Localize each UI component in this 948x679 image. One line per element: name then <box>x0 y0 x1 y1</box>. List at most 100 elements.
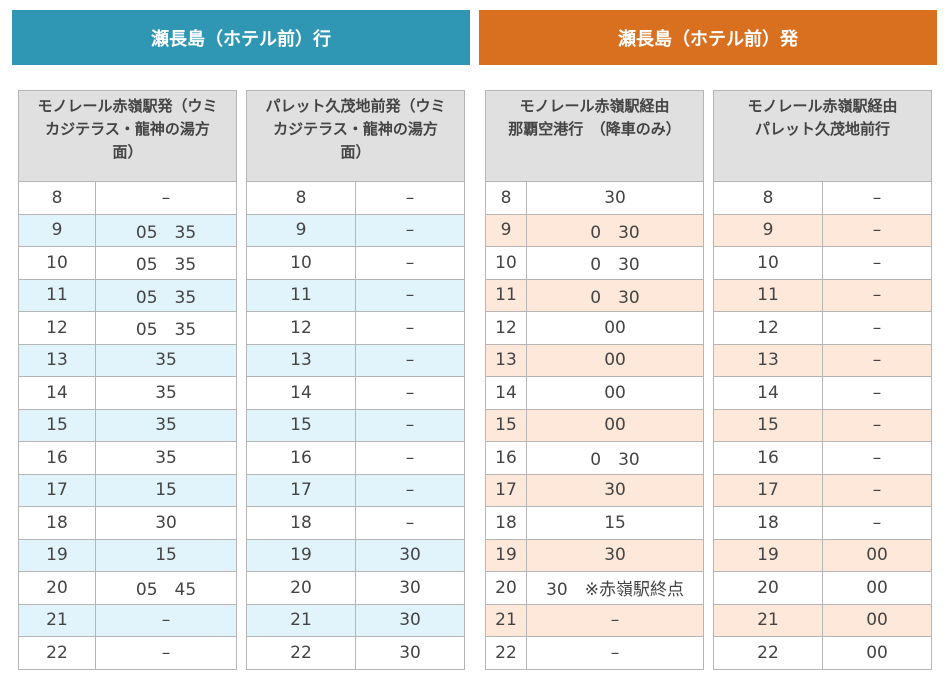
hour: 14 <box>246 376 356 410</box>
minutes: 00 <box>525 343 705 377</box>
minutes: 15 <box>94 538 238 572</box>
time-row: 15– <box>246 408 466 442</box>
minutes: 30 <box>525 181 705 215</box>
hour: 13 <box>485 343 527 377</box>
hour: 18 <box>485 506 527 540</box>
time-row: 16 0 30 <box>485 441 705 475</box>
header-line: 那覇空港行 （降車のみ） <box>508 120 681 138</box>
hour: 16 <box>485 441 527 475</box>
hour: 22 <box>246 636 356 670</box>
minutes: 05 35 <box>94 213 238 247</box>
hour: 9 <box>485 213 527 247</box>
hour: 18 <box>713 506 823 540</box>
hour: 20 <box>713 571 823 605</box>
hour: 20 <box>246 571 356 605</box>
hour: 9 <box>246 213 356 247</box>
minutes: 00 <box>821 571 933 605</box>
hour: 8 <box>485 181 527 215</box>
minutes: – <box>821 311 933 345</box>
minutes: – <box>821 441 933 475</box>
header-line: モノレール赤嶺駅経由 <box>747 97 898 115</box>
minutes: 30 <box>525 538 705 572</box>
hour: 20 <box>18 571 96 605</box>
minutes: – <box>354 246 466 280</box>
hour: 17 <box>713 473 823 507</box>
time-row: 8– <box>246 181 466 215</box>
time-row: 10– <box>713 246 933 280</box>
hour: 14 <box>18 376 96 410</box>
timetable-table: パレット久茂地前発（ウミ カジテラス・龍神の湯方 面） 8–9–10–11–12–13… <box>245 90 466 670</box>
header-line: カジテラス・龍神の湯方 <box>45 120 210 138</box>
time-row: 19 00 <box>713 538 933 572</box>
hour: 9 <box>18 213 96 247</box>
minutes: 15 <box>94 473 238 507</box>
hour: 17 <box>246 473 356 507</box>
time-row: 18– <box>713 506 933 540</box>
minutes: – <box>354 278 466 312</box>
hour: 16 <box>246 441 356 475</box>
time-row: 20 30 ※赤嶺駅終点 <box>485 571 705 605</box>
minutes: – <box>821 181 933 215</box>
hour: 11 <box>485 278 527 312</box>
time-row: 11– <box>246 278 466 312</box>
hour: 15 <box>713 408 823 442</box>
hour: 12 <box>246 311 356 345</box>
hour: 10 <box>18 246 96 280</box>
hour: 19 <box>485 538 527 572</box>
section-title: 瀬長島（ホテル前）発 <box>479 10 937 65</box>
minutes: 00 <box>821 636 933 670</box>
time-row: 9 05 35 <box>18 213 238 247</box>
time-row: 21 30 <box>246 603 466 637</box>
hour: 12 <box>18 311 96 345</box>
minutes: – <box>821 506 933 540</box>
hour: 21 <box>18 603 96 637</box>
column-header: パレット久茂地前発（ウミ カジテラス・龍神の湯方 面） <box>245 90 466 182</box>
hour: 15 <box>246 408 356 442</box>
time-row: 17– <box>713 473 933 507</box>
minutes: 0 30 <box>525 246 705 280</box>
hour: 15 <box>485 408 527 442</box>
hour: 16 <box>18 441 96 475</box>
time-row: 14– <box>713 376 933 410</box>
time-row: 19 30 <box>246 538 466 572</box>
minutes: – <box>354 408 466 442</box>
time-row: 12 00 <box>485 311 705 345</box>
minutes: 35 <box>94 441 238 475</box>
hour: 11 <box>246 278 356 312</box>
time-row: 20 00 <box>713 571 933 605</box>
time-row: 21– <box>485 603 705 637</box>
time-row: 16 35 <box>18 441 238 475</box>
hour: 8 <box>713 181 823 215</box>
time-row: 21 00 <box>713 603 933 637</box>
time-row: 13– <box>713 343 933 377</box>
header-row: モノレール赤嶺駅発（ウミ カジテラス・龍神の湯方 面） <box>17 90 238 182</box>
minutes: – <box>354 506 466 540</box>
hour: 11 <box>713 278 823 312</box>
minutes: – <box>821 408 933 442</box>
column-header: モノレール赤嶺駅発（ウミ カジテラス・龍神の湯方 面） <box>17 90 238 182</box>
hour: 10 <box>246 246 356 280</box>
minutes: 00 <box>525 408 705 442</box>
minutes: 30 <box>354 603 466 637</box>
hour: 17 <box>18 473 96 507</box>
hour: 20 <box>485 571 527 605</box>
time-row: 12 05 35 <box>18 311 238 345</box>
time-row: 12– <box>246 311 466 345</box>
hour: 21 <box>713 603 823 637</box>
minutes: – <box>354 311 466 345</box>
header-line: モノレール赤嶺駅経由 <box>519 97 670 115</box>
time-row: 9– <box>713 213 933 247</box>
minutes: 30 <box>354 636 466 670</box>
time-row: 11– <box>713 278 933 312</box>
minutes: 05 35 <box>94 311 238 345</box>
minutes: – <box>354 343 466 377</box>
hour: 17 <box>485 473 527 507</box>
hour: 11 <box>18 278 96 312</box>
time-row: 8 30 <box>485 181 705 215</box>
minutes: 05 35 <box>94 278 238 312</box>
hour: 22 <box>18 636 96 670</box>
minutes: 0 30 <box>525 278 705 312</box>
hour: 10 <box>485 246 527 280</box>
header-line: モノレール赤嶺駅発（ウミ <box>37 97 218 115</box>
